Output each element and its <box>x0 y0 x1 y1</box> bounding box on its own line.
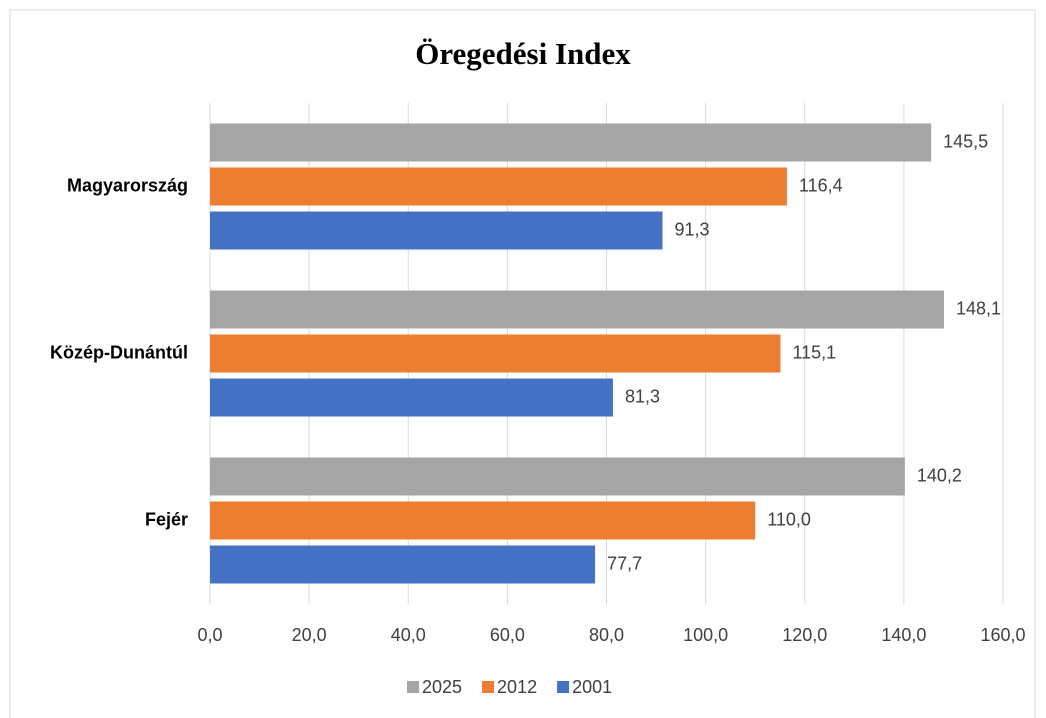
x-tick-label: 40,0 <box>391 625 426 645</box>
x-tick-label: 0,0 <box>197 625 222 645</box>
legend-label: 2025 <box>422 677 462 697</box>
legend-swatch <box>557 681 570 693</box>
y-tick-label: Közép-Dunántúl <box>50 342 188 362</box>
bar <box>210 378 613 417</box>
x-tick-label: 140,0 <box>881 625 926 645</box>
bar <box>210 545 596 584</box>
value-label: 116,4 <box>799 175 843 195</box>
legend-swatch <box>482 681 495 693</box>
value-label: 115,1 <box>792 342 836 362</box>
value-label: 148,1 <box>956 298 1001 318</box>
bar <box>210 501 756 540</box>
legend-label: 2001 <box>572 677 612 697</box>
value-label: 140,2 <box>917 465 962 485</box>
x-tick-label: 120,0 <box>782 625 827 645</box>
value-label: 81,3 <box>625 386 660 406</box>
legend-swatch <box>407 681 419 693</box>
value-label: 91,3 <box>675 219 710 239</box>
y-tick-label: Magyarország <box>67 175 188 195</box>
x-tick-label: 20,0 <box>292 625 327 645</box>
bar <box>210 334 781 373</box>
x-tick-label: 60,0 <box>490 625 525 645</box>
chart-frame <box>9 9 1036 718</box>
chart-title: Öregedési Index <box>415 36 631 71</box>
bar <box>210 167 787 206</box>
bar <box>210 290 945 329</box>
x-tick-label: 100,0 <box>683 625 728 645</box>
legend-label: 2012 <box>497 677 537 697</box>
value-label: 77,7 <box>607 553 642 573</box>
value-label: 145,5 <box>943 131 988 151</box>
bar <box>210 457 905 496</box>
bar <box>210 123 932 162</box>
y-tick-label: Fejér <box>145 509 188 529</box>
x-tick-label: 160,0 <box>980 625 1025 645</box>
bar <box>210 211 663 250</box>
x-tick-label: 80,0 <box>589 625 624 645</box>
value-label: 110,0 <box>767 509 811 529</box>
